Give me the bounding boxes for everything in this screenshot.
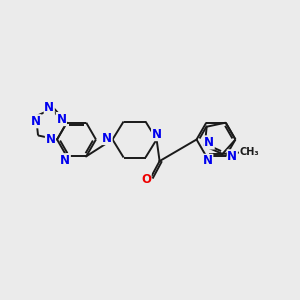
Text: N: N: [227, 150, 237, 163]
Text: N: N: [102, 131, 112, 145]
Text: CH₃: CH₃: [239, 147, 259, 158]
Text: N: N: [46, 133, 56, 146]
Text: N: N: [203, 154, 213, 167]
Text: N: N: [56, 112, 66, 126]
Text: N: N: [44, 101, 54, 114]
Text: N: N: [31, 115, 41, 128]
Text: O: O: [141, 173, 151, 186]
Text: N: N: [60, 154, 70, 167]
Text: N: N: [204, 136, 214, 149]
Text: N: N: [152, 128, 162, 141]
